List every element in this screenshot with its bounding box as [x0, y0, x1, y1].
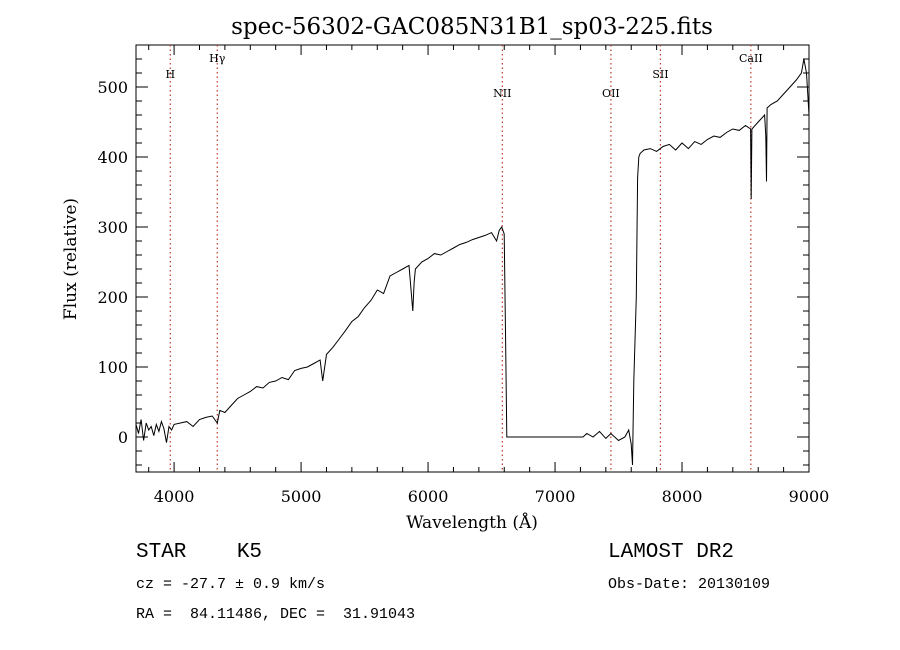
y-tick-label: 400	[97, 148, 128, 167]
chart-title: spec-56302-GAC085N31B1_sp03-225.fits	[231, 14, 713, 40]
x-tick-label: 6000	[408, 487, 449, 506]
spectral-line-label: SII	[652, 68, 668, 81]
y-axis-ticks: 0 100 200 300 400 500	[97, 58, 809, 466]
y-tick-label: 300	[97, 218, 128, 237]
spectrum-series-line	[135, 58, 810, 466]
x-tick-label: 4000	[154, 487, 195, 506]
x-tick-label: 8000	[662, 487, 703, 506]
y-tick-label: 0	[118, 428, 128, 447]
spectral-line-label: H	[165, 68, 175, 81]
coordinates: RA = 84.11486, DEC = 31.91043	[136, 606, 416, 623]
x-axis-label: Wavelength (Å)	[406, 512, 538, 533]
plot-frame	[135, 44, 810, 473]
redshift-velocity: cz = -27.7 ± 0.9 km/s	[136, 576, 326, 593]
x-tick-label: 7000	[535, 487, 576, 506]
y-tick-label: 100	[97, 358, 128, 377]
survey-name: LAMOST DR2	[608, 541, 735, 564]
x-tick-label: 9000	[789, 487, 830, 506]
y-tick-label: 200	[97, 288, 128, 307]
object-class: STAR K5	[136, 541, 263, 564]
y-axis-label: Flux (relative)	[61, 198, 81, 320]
spectral-line-label: Hγ	[209, 52, 226, 65]
x-tick-label: 5000	[281, 487, 322, 506]
spectral-line-markers: H Hγ NII OII SII CaII	[165, 45, 763, 472]
spectral-line-label: NII	[493, 87, 511, 100]
y-tick-label: 500	[97, 78, 128, 97]
spectral-line-label: OII	[602, 87, 620, 100]
observation-date: Obs-Date: 20130109	[608, 576, 771, 593]
x-axis-ticks: 4000 5000 6000 7000 8000 9000	[148, 45, 830, 506]
spectral-line-label: CaII	[739, 52, 763, 65]
